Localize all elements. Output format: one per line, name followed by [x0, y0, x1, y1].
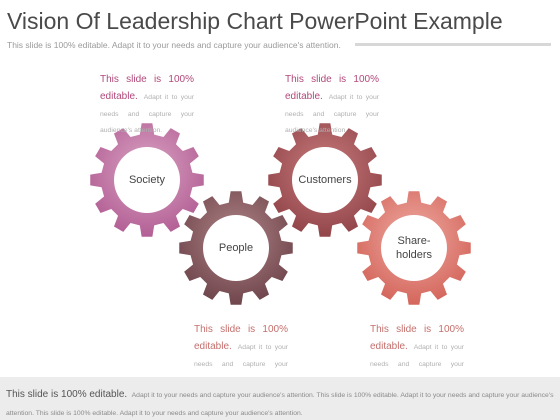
- note-head: This slide is 100% editable.: [194, 324, 288, 352]
- gear-hub: [381, 215, 447, 281]
- gear-label-shareholders-line1: Share-: [397, 235, 431, 247]
- note-head: This slide is 100% editable.: [100, 74, 194, 102]
- gear-label-customers: Customers: [298, 174, 352, 186]
- gear-hub: [203, 215, 269, 281]
- gear-label-shareholders: Share- holders: [374, 234, 454, 263]
- gear-society: [90, 123, 204, 237]
- slide-subtitle: This slide is 100% editable. Adapt it to…: [7, 40, 341, 50]
- gear-people: [179, 191, 293, 305]
- note-head: This slide is 100% editable.: [285, 74, 379, 102]
- gear-label-society: Society: [128, 174, 166, 186]
- note-top-right: This slide is 100% editable. Adapt it to…: [285, 70, 379, 137]
- footer-lead: This slide is 100% editable.: [6, 389, 128, 400]
- gear-label-shareholders-line2: holders: [395, 249, 433, 262]
- note-body: Adapt it to your needs and capture your …: [285, 93, 379, 135]
- gear-label-people: People: [218, 242, 254, 254]
- note-head: This slide is 100% editable.: [370, 324, 464, 352]
- gear-hub: [292, 147, 358, 213]
- gear-customers: [268, 123, 382, 237]
- slide-title: Vision Of Leadership Chart PowerPoint Ex…: [7, 8, 503, 34]
- footer-rest: Adapt it to your needs and capture your …: [6, 392, 554, 417]
- footer-text: This slide is 100% editable. Adapt it to…: [6, 384, 554, 419]
- footer-bar: This slide is 100% editable. Adapt it to…: [0, 377, 560, 420]
- header-rule: [355, 43, 551, 46]
- gear-shareholders: [357, 191, 471, 305]
- note-top-left: This slide is 100% editable. Adapt it to…: [100, 70, 194, 137]
- gear-hub: [114, 147, 180, 213]
- note-body: Adapt it to your needs and capture your …: [100, 93, 194, 135]
